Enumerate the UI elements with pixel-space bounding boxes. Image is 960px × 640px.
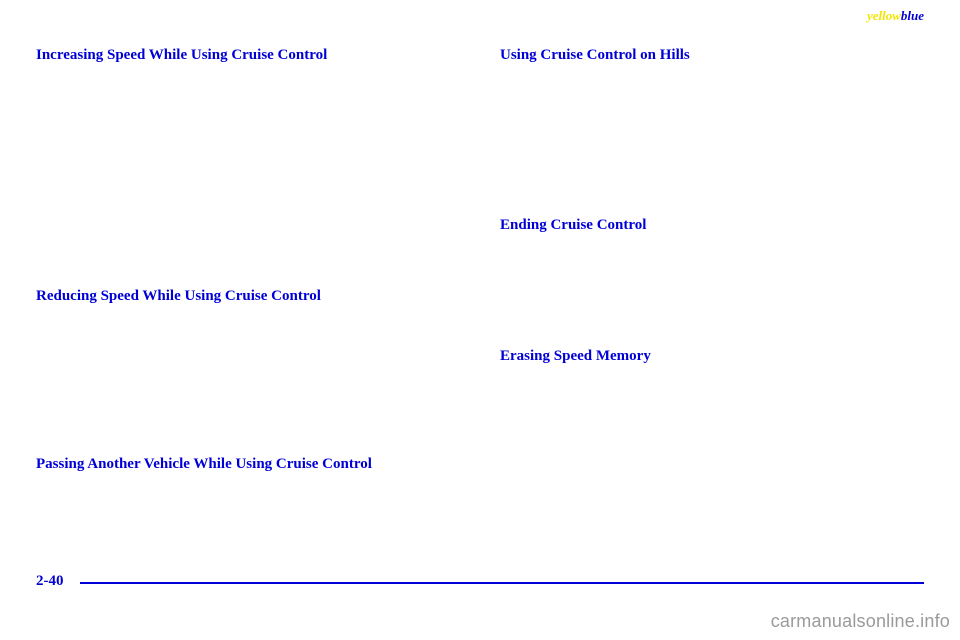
left-column: Increasing Speed While Using Cruise Cont… [36, 46, 460, 552]
bullet-icon: • [36, 392, 54, 428]
bullet-item: • Move the cruise switch to OFF. [500, 303, 924, 321]
bullet-item: • To slow down in very small amounts, pu… [36, 392, 460, 428]
bullet-item: • Use the accelerator pedal to get to th… [36, 107, 460, 162]
heading-ending: Ending Cruise Control [500, 216, 924, 235]
heading-reduce-speed: Reducing Speed While Using Cruise Contro… [36, 287, 460, 306]
bullet-item: • Move the cruise switch from ON to R/A.… [36, 170, 460, 261]
intro-text: There are two ways to turn off the cruis… [500, 245, 924, 263]
intro-text: There are two ways to go to a higher spe… [36, 75, 460, 93]
footer: 2-40 [36, 582, 924, 584]
bullet-text: Move the cruise switch from ON to R/A. H… [54, 170, 460, 261]
bullet-text: Press in the button at the end of the le… [54, 348, 460, 384]
bullet-text: Step lightly on the brake pedal; or [518, 277, 924, 295]
intro-text: There are two ways to reduce your speed … [36, 315, 460, 333]
paragraph: How well your cruise control will work o… [500, 75, 924, 184]
bullet-icon: • [500, 303, 518, 321]
paragraph: When you turn off the cruise control or … [500, 376, 924, 412]
bullet-item: • Step lightly on the brake pedal; or [500, 277, 924, 295]
header-yellow-text: yellow [867, 8, 901, 23]
footer-divider [80, 582, 924, 584]
body-reduce-speed: There are two ways to reduce your speed … [36, 315, 460, 436]
bullet-icon: • [36, 348, 54, 384]
bullet-icon: • [36, 170, 54, 261]
body-ending: There are two ways to turn off the cruis… [500, 245, 924, 330]
bullet-item: • Press in the button at the end of the … [36, 348, 460, 384]
heading-hills: Using Cruise Control on Hills [500, 46, 924, 65]
page: yellowblue Increasing Speed While Using … [0, 0, 960, 640]
body-erasing: When you turn off the cruise control or … [500, 376, 924, 426]
heading-erasing: Erasing Speed Memory [500, 347, 924, 366]
header-blue-text: blue [901, 8, 924, 23]
body-passing: Use the accelerator pedal to increase yo… [36, 483, 460, 552]
header-corner: yellowblue [867, 8, 924, 24]
page-number: 2-40 [36, 573, 70, 590]
bullet-text: Use the accelerator pedal to get to the … [54, 107, 460, 162]
watermark-text: carmanualsonline.info [771, 611, 950, 632]
body-increase-speed: There are two ways to go to a higher spe… [36, 75, 460, 269]
right-column: Using Cruise Control on Hills How well y… [500, 46, 924, 552]
columns: Increasing Speed While Using Cruise Cont… [36, 46, 924, 552]
body-hills: How well your cruise control will work o… [500, 75, 924, 198]
bullet-text: To slow down in very small amounts, push… [54, 392, 460, 428]
heading-passing: Passing Another Vehicle While Using Crui… [36, 455, 460, 474]
paragraph: Use the accelerator pedal to increase yo… [36, 483, 460, 538]
bullet-icon: • [36, 107, 54, 162]
bullet-icon: • [500, 277, 518, 295]
bullet-text: Move the cruise switch to OFF. [518, 303, 924, 321]
heading-increase-speed: Increasing Speed While Using Cruise Cont… [36, 46, 460, 65]
